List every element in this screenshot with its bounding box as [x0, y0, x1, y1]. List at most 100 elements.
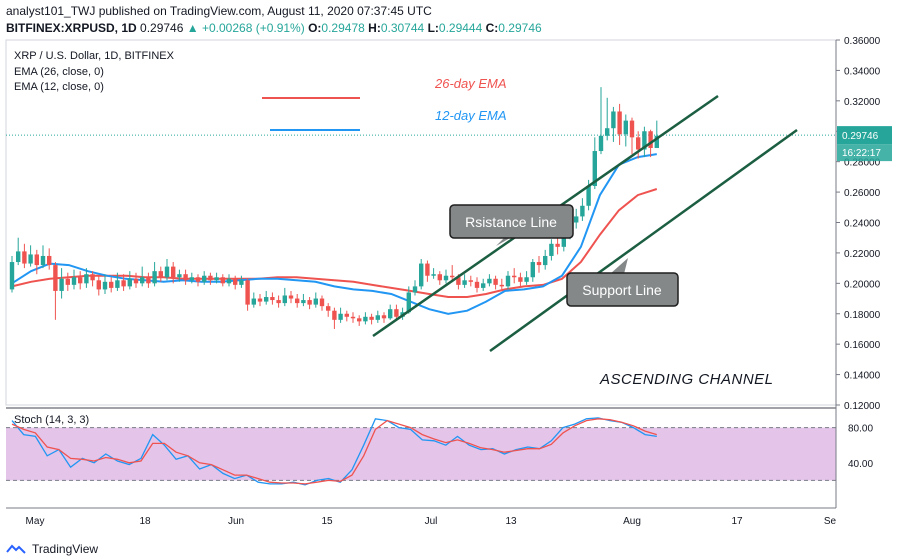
candle-body: [518, 277, 523, 282]
price-change: ▲ +0.00268 (+0.91%): [186, 21, 305, 35]
candle: [264, 290, 269, 305]
candle: [505, 271, 511, 290]
candle: [96, 275, 101, 296]
candle-body: [406, 292, 411, 313]
candle-body: [642, 131, 647, 150]
candle: [16, 237, 21, 266]
support-label: Support Line: [582, 282, 662, 298]
candle-body: [598, 135, 604, 152]
candle: [326, 303, 331, 317]
ema12-legend: EMA (12, close, 0): [14, 81, 104, 93]
candle: [28, 245, 33, 267]
candle: [270, 292, 275, 305]
candle-body: [270, 297, 275, 301]
candle-body: [623, 120, 628, 135]
candle-body: [152, 271, 157, 284]
stoch-panel: Stoch (14, 3, 3): [6, 414, 836, 486]
candle: [555, 236, 560, 255]
candle-body: [146, 277, 151, 284]
candle-body: [102, 281, 108, 290]
last-price-badge-value: 0.29746: [842, 131, 879, 142]
candle-body: [133, 278, 139, 284]
candle: [406, 286, 411, 314]
open-value: 0.29478: [321, 21, 365, 35]
candle: [394, 304, 399, 320]
ema26-legend: EMA (26, close, 0): [14, 66, 104, 78]
candle-body: [34, 254, 39, 266]
candles: [9, 87, 659, 329]
candle-body: [202, 275, 207, 282]
candle: [301, 293, 306, 307]
price-tick-label: 0.28000: [844, 158, 881, 169]
candle: [450, 265, 455, 282]
candle: [332, 307, 337, 329]
price-tick-label: 0.16000: [844, 340, 881, 351]
tradingview-footer[interactable]: TradingView: [6, 542, 98, 556]
ema-lines: [11, 153, 658, 315]
candle-body: [313, 298, 318, 305]
candle: [431, 268, 436, 279]
candle: [109, 277, 114, 293]
candle: [499, 278, 504, 290]
candle: [642, 126, 647, 158]
candle-body: [71, 277, 77, 285]
candle-body: [96, 280, 101, 290]
publisher-line: analyst101_TWJ published on TradingView.…: [6, 4, 432, 18]
candle-body: [629, 120, 635, 138]
open-label: O:: [308, 21, 322, 35]
candle: [381, 312, 387, 323]
candle: [90, 271, 95, 287]
candle-body: [381, 315, 387, 319]
candle: [338, 307, 343, 323]
low-value: 0.29444: [438, 21, 483, 35]
stoch-band: [6, 427, 836, 481]
candle-body: [288, 295, 294, 299]
grid: [5, 39, 837, 409]
tradingview-brand: TradingView: [32, 542, 99, 556]
candle: [257, 293, 263, 307]
ohlc-line: BITFINEX:XRPUSD, 1D 0.29746 ▲ +0.00268 (…: [6, 21, 542, 35]
candle-body: [617, 111, 622, 135]
candle-body: [164, 266, 170, 278]
annotations: 26-day EMA 12-day EMA Rsistance Line Suppor…: [262, 76, 892, 388]
candle-body: [648, 131, 653, 148]
candle: [177, 269, 182, 282]
candle-body: [307, 300, 312, 305]
candle: [481, 278, 486, 291]
candle-body: [171, 266, 176, 278]
candle-body: [177, 274, 182, 278]
time-tick-label: 15: [321, 516, 333, 527]
candle-body: [462, 280, 467, 285]
candle-body: [530, 262, 535, 278]
candle-body: [592, 151, 597, 186]
price-tick-label: 0.26000: [844, 188, 881, 199]
candle-body: [561, 234, 566, 247]
candle: [208, 272, 213, 285]
time-tick-label: May: [26, 516, 45, 527]
candle-body: [28, 254, 33, 264]
candle: [357, 315, 362, 326]
candle: [611, 106, 616, 142]
candle-body: [487, 278, 492, 284]
candle-body: [53, 265, 58, 291]
close-label: C:: [485, 21, 499, 35]
time-tick-label: Aug: [623, 516, 641, 527]
candle-body: [251, 298, 256, 305]
ema12-line: [11, 153, 657, 315]
candle: [363, 312, 368, 325]
candle-body: [419, 263, 424, 287]
candle-body: [16, 251, 21, 263]
resistance-label: Rsistance Line: [465, 214, 557, 230]
candle-body: [481, 283, 486, 288]
support-callout: [566, 272, 679, 307]
candle: [71, 269, 77, 290]
candle: [369, 313, 374, 325]
price-frame: [5, 39, 837, 406]
candle-body: [47, 255, 52, 266]
candle-body: [319, 298, 325, 307]
candle: [493, 275, 498, 290]
candle: [623, 114, 628, 147]
candle: [524, 271, 529, 285]
stoch-title: Stoch (14, 3, 3): [14, 414, 89, 426]
price-tick-label: 0.24000: [844, 219, 881, 230]
